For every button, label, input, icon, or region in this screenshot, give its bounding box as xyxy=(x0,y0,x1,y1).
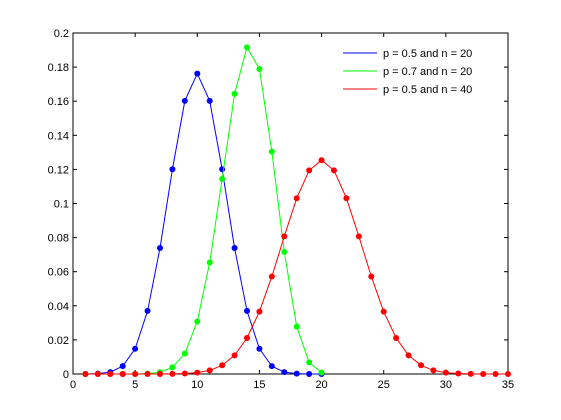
data-point xyxy=(492,371,499,377)
data-point xyxy=(480,371,487,377)
data-point xyxy=(318,157,325,164)
data-point xyxy=(467,370,474,377)
legend-box xyxy=(334,39,501,107)
legend: p = 0.5 and n = 20 p = 0.7 and n = 20 p = … xyxy=(334,39,501,107)
data-point xyxy=(442,369,449,376)
data-point xyxy=(132,371,139,377)
data-point xyxy=(380,308,387,315)
data-point xyxy=(268,148,275,155)
data-point xyxy=(94,371,101,377)
data-point xyxy=(157,371,163,377)
y-tick-label: 0.04 xyxy=(48,301,69,313)
data-point xyxy=(219,362,226,369)
data-point xyxy=(181,350,188,357)
data-point xyxy=(355,233,362,240)
data-point xyxy=(281,233,288,240)
legend-label: p = 0.7 and n = 20 xyxy=(383,66,472,78)
data-point xyxy=(231,245,238,252)
data-point xyxy=(306,371,313,377)
data-point xyxy=(231,352,238,359)
data-point xyxy=(293,370,300,377)
x-tick-label: 0 xyxy=(70,379,76,391)
data-point xyxy=(505,371,511,377)
y-tick-label: 0.16 xyxy=(48,96,69,108)
x-tick-label: 30 xyxy=(440,379,452,391)
data-point xyxy=(181,97,188,104)
data-point xyxy=(368,273,375,280)
data-point xyxy=(306,167,313,174)
data-point xyxy=(206,367,213,374)
data-point xyxy=(194,369,201,376)
data-point xyxy=(430,367,437,374)
x-tick-label: 10 xyxy=(191,379,203,391)
data-point xyxy=(293,195,300,202)
data-point xyxy=(293,323,300,330)
data-point xyxy=(244,307,250,314)
data-point xyxy=(418,362,424,369)
data-point xyxy=(331,167,337,174)
legend-label: p = 0.5 and n = 20 xyxy=(383,48,472,60)
legend-label: p = 0.5 and n = 40 xyxy=(383,84,472,96)
data-point xyxy=(268,273,275,280)
data-point xyxy=(169,370,176,377)
data-point xyxy=(268,363,275,370)
data-point xyxy=(181,370,188,377)
data-point xyxy=(281,369,288,376)
x-tick-label: 20 xyxy=(315,379,327,391)
y-tick-label: 0.2 xyxy=(54,28,69,40)
data-point xyxy=(169,364,176,371)
data-point xyxy=(256,308,263,315)
x-tick-label: 15 xyxy=(253,379,265,391)
data-point xyxy=(256,345,263,352)
data-point xyxy=(144,307,151,314)
data-point xyxy=(455,370,462,377)
y-tick-label: 0.02 xyxy=(48,335,69,347)
data-point xyxy=(318,369,325,376)
data-point xyxy=(256,65,263,72)
y-tick-label: 0.12 xyxy=(48,164,69,176)
data-point xyxy=(393,335,400,342)
data-point xyxy=(119,363,126,370)
y-tick-label: 0.08 xyxy=(48,233,69,245)
x-tick-label: 35 xyxy=(502,379,514,391)
data-point xyxy=(405,352,412,359)
y-tick-label: 0.18 xyxy=(48,62,69,74)
data-point xyxy=(194,70,201,77)
data-point xyxy=(244,335,250,342)
data-point xyxy=(132,345,139,352)
data-point xyxy=(281,248,288,255)
y-tick-label: 0.1 xyxy=(54,199,69,211)
y-tick-label: 0.06 xyxy=(48,267,69,279)
data-point xyxy=(157,245,163,252)
data-point xyxy=(119,371,126,377)
data-point xyxy=(206,259,213,266)
data-point xyxy=(206,97,213,104)
data-point xyxy=(194,318,201,325)
data-point xyxy=(343,195,350,202)
data-point xyxy=(244,44,250,51)
x-tick-label: 25 xyxy=(378,379,390,391)
x-tick-label: 5 xyxy=(132,379,138,391)
data-point xyxy=(144,371,151,377)
y-tick-label: 0.14 xyxy=(48,130,69,142)
data-point xyxy=(231,90,238,97)
data-point xyxy=(219,175,226,182)
data-point xyxy=(107,371,114,377)
data-point xyxy=(169,166,176,173)
y-tick-label: 0 xyxy=(63,369,69,381)
data-point xyxy=(82,371,89,377)
data-point xyxy=(306,359,313,366)
